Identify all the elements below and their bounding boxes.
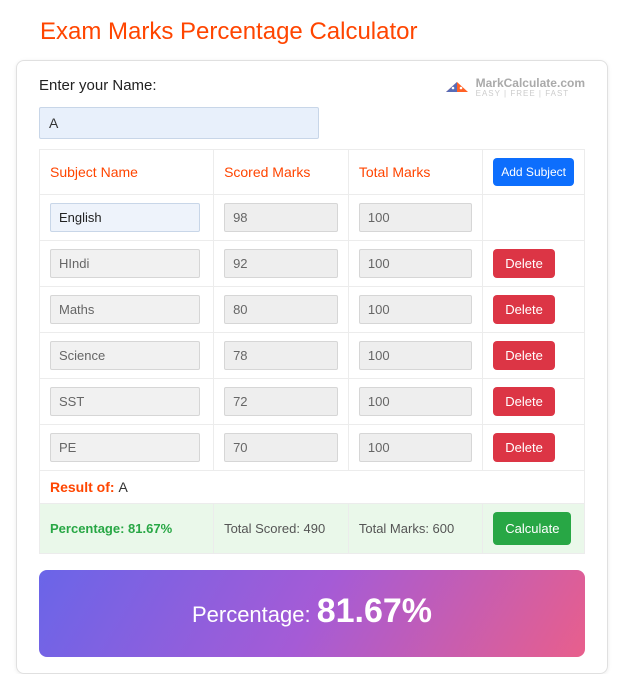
delete-button[interactable]: Delete bbox=[493, 295, 555, 324]
result-label: Result of: bbox=[50, 479, 118, 495]
name-input[interactable] bbox=[39, 107, 319, 139]
logo-icon bbox=[444, 78, 470, 98]
summary-total: Total Marks: 600 bbox=[348, 503, 482, 553]
scored-input[interactable] bbox=[224, 249, 338, 278]
total-input[interactable] bbox=[359, 249, 472, 278]
calculate-button[interactable]: Calculate bbox=[493, 512, 571, 545]
scored-input[interactable] bbox=[224, 341, 338, 370]
header-subject: Subject Name bbox=[40, 149, 214, 194]
total-input[interactable] bbox=[359, 341, 472, 370]
percentage-banner: Percentage: 81.67% bbox=[39, 570, 585, 657]
delete-button[interactable]: Delete bbox=[493, 249, 555, 278]
scored-input[interactable] bbox=[224, 295, 338, 324]
result-of-cell: Result of: A bbox=[40, 470, 585, 503]
subject-input[interactable] bbox=[50, 387, 200, 416]
delete-button[interactable]: Delete bbox=[493, 433, 555, 462]
total-input[interactable] bbox=[359, 203, 472, 232]
subject-input[interactable] bbox=[50, 249, 200, 278]
table-row: Delete bbox=[40, 424, 585, 470]
subject-input[interactable] bbox=[50, 341, 200, 370]
page-title: Exam Marks Percentage Calculator bbox=[40, 18, 624, 46]
scored-input[interactable] bbox=[224, 433, 338, 462]
table-row: Delete bbox=[40, 240, 585, 286]
delete-button[interactable]: Delete bbox=[493, 341, 555, 370]
subject-input[interactable] bbox=[50, 203, 200, 232]
total-input[interactable] bbox=[359, 295, 472, 324]
total-input[interactable] bbox=[359, 433, 472, 462]
brand-logo: MarkCalculate.com EASY | FREE | FAST bbox=[444, 77, 585, 99]
table-row bbox=[40, 194, 585, 240]
scored-input[interactable] bbox=[224, 387, 338, 416]
header-scored: Scored Marks bbox=[214, 149, 349, 194]
scored-input[interactable] bbox=[224, 203, 338, 232]
total-input[interactable] bbox=[359, 387, 472, 416]
banner-label: Percentage: bbox=[192, 602, 317, 627]
delete-button[interactable]: Delete bbox=[493, 387, 555, 416]
banner-value: 81.67% bbox=[317, 592, 432, 630]
table-row: Delete bbox=[40, 378, 585, 424]
table-row: Delete bbox=[40, 332, 585, 378]
brand-tagline: EASY | FREE | FAST bbox=[476, 90, 585, 99]
header-total: Total Marks bbox=[348, 149, 482, 194]
summary-scored: Total Scored: 490 bbox=[214, 503, 349, 553]
subject-input[interactable] bbox=[50, 433, 200, 462]
marks-table: Subject Name Scored Marks Total Marks Ad… bbox=[39, 149, 585, 554]
summary-percentage: Percentage: 81.67% bbox=[40, 503, 214, 553]
calculator-card: Enter your Name: MarkCalculate.com EASY … bbox=[16, 60, 608, 674]
result-name: A bbox=[118, 479, 127, 495]
name-label: Enter your Name: bbox=[39, 77, 157, 94]
subject-input[interactable] bbox=[50, 295, 200, 324]
table-row: Delete bbox=[40, 286, 585, 332]
add-subject-button[interactable]: Add Subject bbox=[493, 158, 574, 186]
